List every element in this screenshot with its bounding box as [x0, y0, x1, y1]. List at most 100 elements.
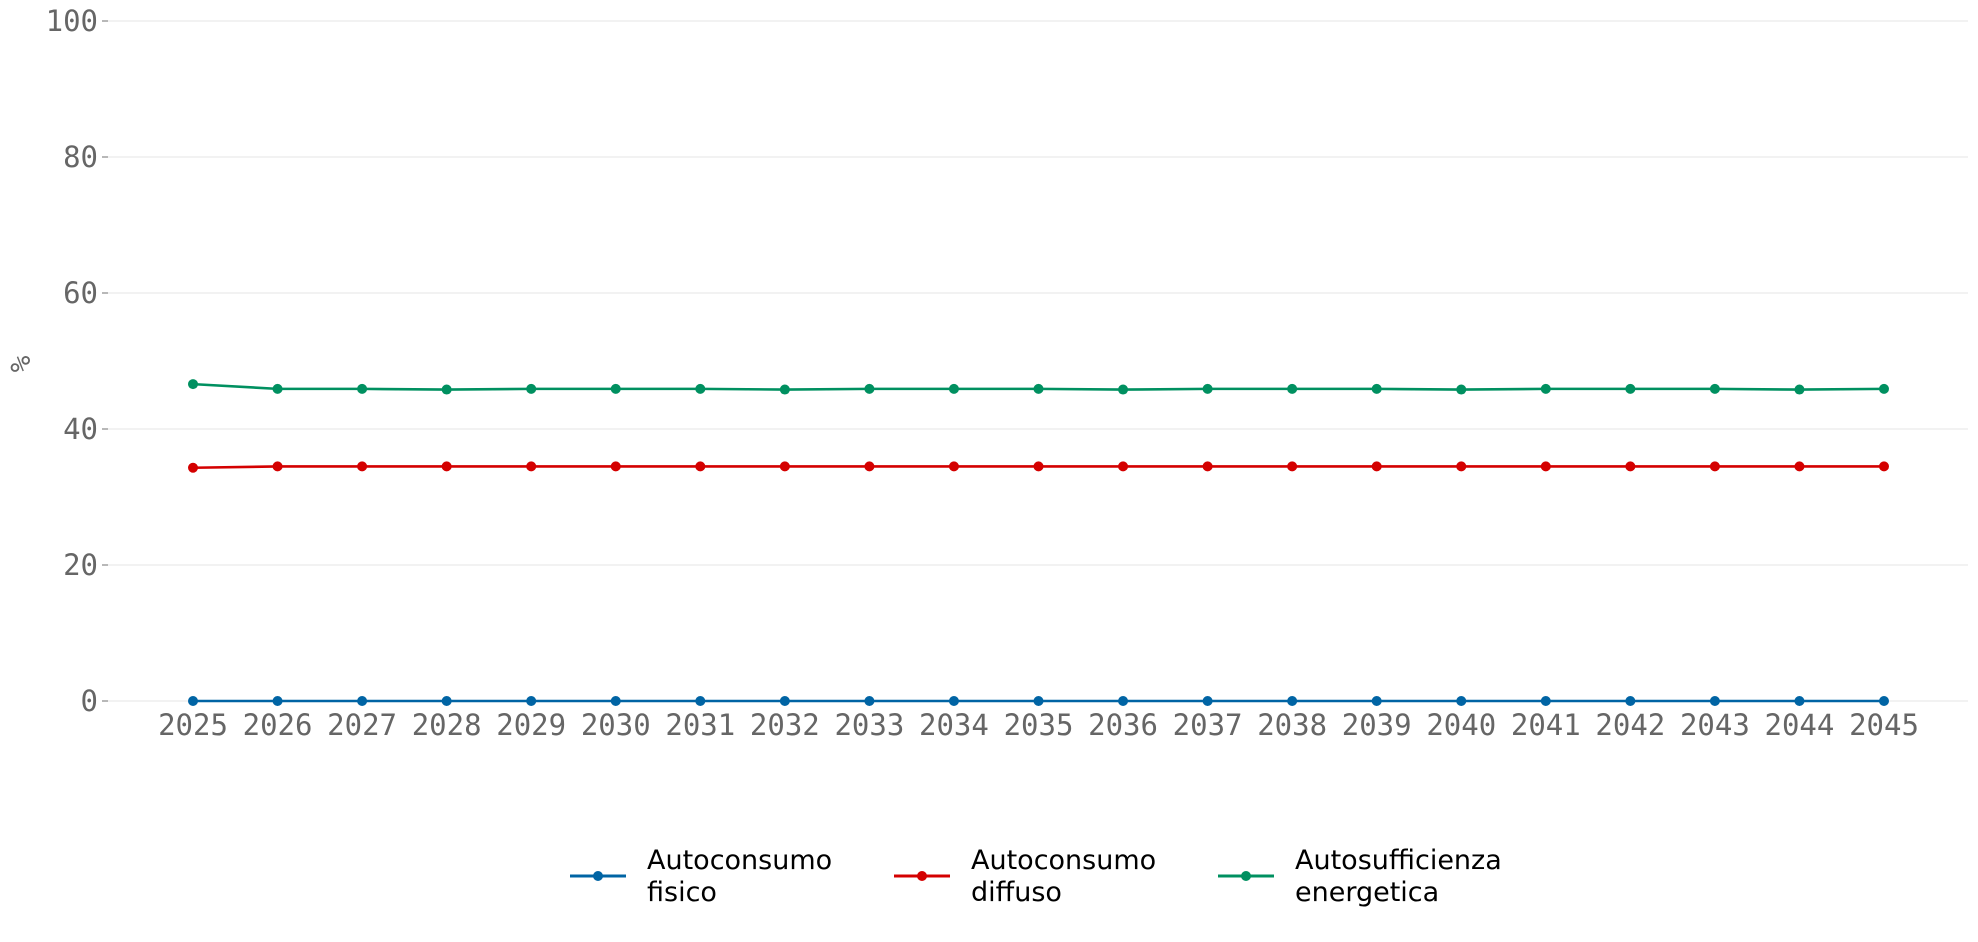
data-point	[948, 461, 959, 472]
data-point	[1540, 383, 1551, 394]
data-point	[1879, 696, 1889, 706]
legend-item: Autoconsumo diffuso	[894, 845, 1156, 908]
legend-label-line: Autoconsumo	[647, 845, 832, 876]
data-point	[1879, 383, 1889, 394]
data-point	[948, 383, 959, 394]
data-point	[1287, 383, 1298, 394]
data-point	[1794, 696, 1805, 706]
data-point	[1456, 696, 1467, 706]
data-point	[864, 696, 875, 706]
grid-lines	[108, 20, 1968, 702]
data-point	[526, 461, 537, 472]
data-point	[1033, 383, 1044, 394]
data-point	[610, 696, 621, 706]
x-tick-label: 2041	[1511, 708, 1581, 742]
data-point	[610, 383, 621, 394]
data-point	[441, 461, 452, 472]
y-axis: 0 20 40 60 80 100	[46, 4, 108, 718]
data-point	[526, 696, 537, 706]
data-point	[1287, 696, 1298, 706]
data-point	[188, 462, 198, 473]
data-point	[695, 461, 706, 472]
data-point	[1371, 461, 1382, 472]
x-tick-label: 2040	[1426, 708, 1496, 742]
data-point	[864, 461, 875, 472]
data-point	[779, 461, 790, 472]
series-2	[188, 461, 1889, 473]
data-point	[1625, 461, 1636, 472]
data-point	[1540, 696, 1551, 706]
x-tick-label: 2030	[581, 708, 651, 742]
y-tick-label: 100	[46, 4, 98, 38]
data-point	[779, 384, 790, 395]
y-tick-label: 0	[81, 684, 98, 718]
x-tick-label: 2044	[1765, 708, 1835, 742]
data-point	[441, 696, 452, 706]
data-point	[695, 383, 706, 394]
x-tick-label: 2036	[1088, 708, 1158, 742]
x-tick-label: 2035	[1004, 708, 1074, 742]
data-point	[272, 696, 283, 706]
x-tick-label: 2038	[1257, 708, 1327, 742]
series-1	[188, 696, 1889, 706]
x-tick-label: 2032	[750, 708, 820, 742]
x-tick-label: 2045	[1849, 708, 1919, 742]
data-point	[1033, 696, 1044, 706]
legend-label-line: diffuso	[971, 877, 1062, 908]
x-tick-label: 2042	[1595, 708, 1665, 742]
data-point	[610, 461, 621, 472]
data-point	[1456, 461, 1467, 472]
x-tick-label: 2043	[1680, 708, 1750, 742]
data-point	[1118, 696, 1129, 706]
x-tick-label: 2028	[412, 708, 482, 742]
data-point	[1371, 383, 1382, 394]
x-tick-label: 2039	[1342, 708, 1412, 742]
data-point	[864, 383, 875, 394]
x-tick-label: 2037	[1173, 708, 1243, 742]
x-tick-label: 2025	[158, 708, 228, 742]
data-point	[1033, 461, 1044, 472]
data-point	[1625, 696, 1636, 706]
y-axis-label: %	[4, 355, 37, 372]
x-tick-label: 2026	[243, 708, 313, 742]
data-point	[357, 696, 368, 706]
legend-item: Autosufficienza energetica	[1218, 845, 1502, 908]
data-point	[1709, 696, 1720, 706]
data-point	[1794, 384, 1805, 395]
x-tick-label: 2031	[665, 708, 735, 742]
legend-label: Autosufficienza energetica	[1295, 845, 1502, 908]
data-point	[1456, 384, 1467, 395]
legend-swatch-marker	[1241, 871, 1251, 881]
data-point	[1879, 461, 1889, 472]
y-tick-label: 60	[63, 276, 98, 310]
data-point	[441, 384, 452, 395]
data-point	[272, 461, 283, 472]
legend-item: Autoconsumo fisico	[570, 845, 832, 908]
data-point	[1540, 461, 1551, 472]
data-point	[1794, 461, 1805, 472]
data-point	[357, 461, 368, 472]
data-point	[948, 696, 959, 706]
data-point	[1118, 384, 1129, 395]
data-point	[272, 383, 283, 394]
data-point	[1118, 461, 1129, 472]
data-point	[188, 379, 198, 390]
x-tick-label: 2033	[834, 708, 904, 742]
legend-swatch-marker	[593, 871, 603, 881]
x-axis: 2025 2026 2027 2028 2029 2030 2031 2032 2033 2034…	[158, 708, 1919, 742]
data-point	[1709, 383, 1720, 394]
legend-label: Autoconsumo diffuso	[971, 845, 1156, 908]
data-point	[1287, 461, 1298, 472]
y-tick-label: 40	[63, 412, 98, 446]
data-point	[526, 383, 537, 394]
legend-label-line: Autosufficienza	[1295, 845, 1502, 876]
data-point	[779, 696, 790, 706]
legend-label-line: Autoconsumo	[971, 845, 1156, 876]
legend-label-line: fisico	[647, 877, 717, 908]
series-lines	[188, 379, 1889, 706]
series-3	[188, 379, 1889, 395]
data-point	[1202, 696, 1213, 706]
data-point	[357, 383, 368, 394]
